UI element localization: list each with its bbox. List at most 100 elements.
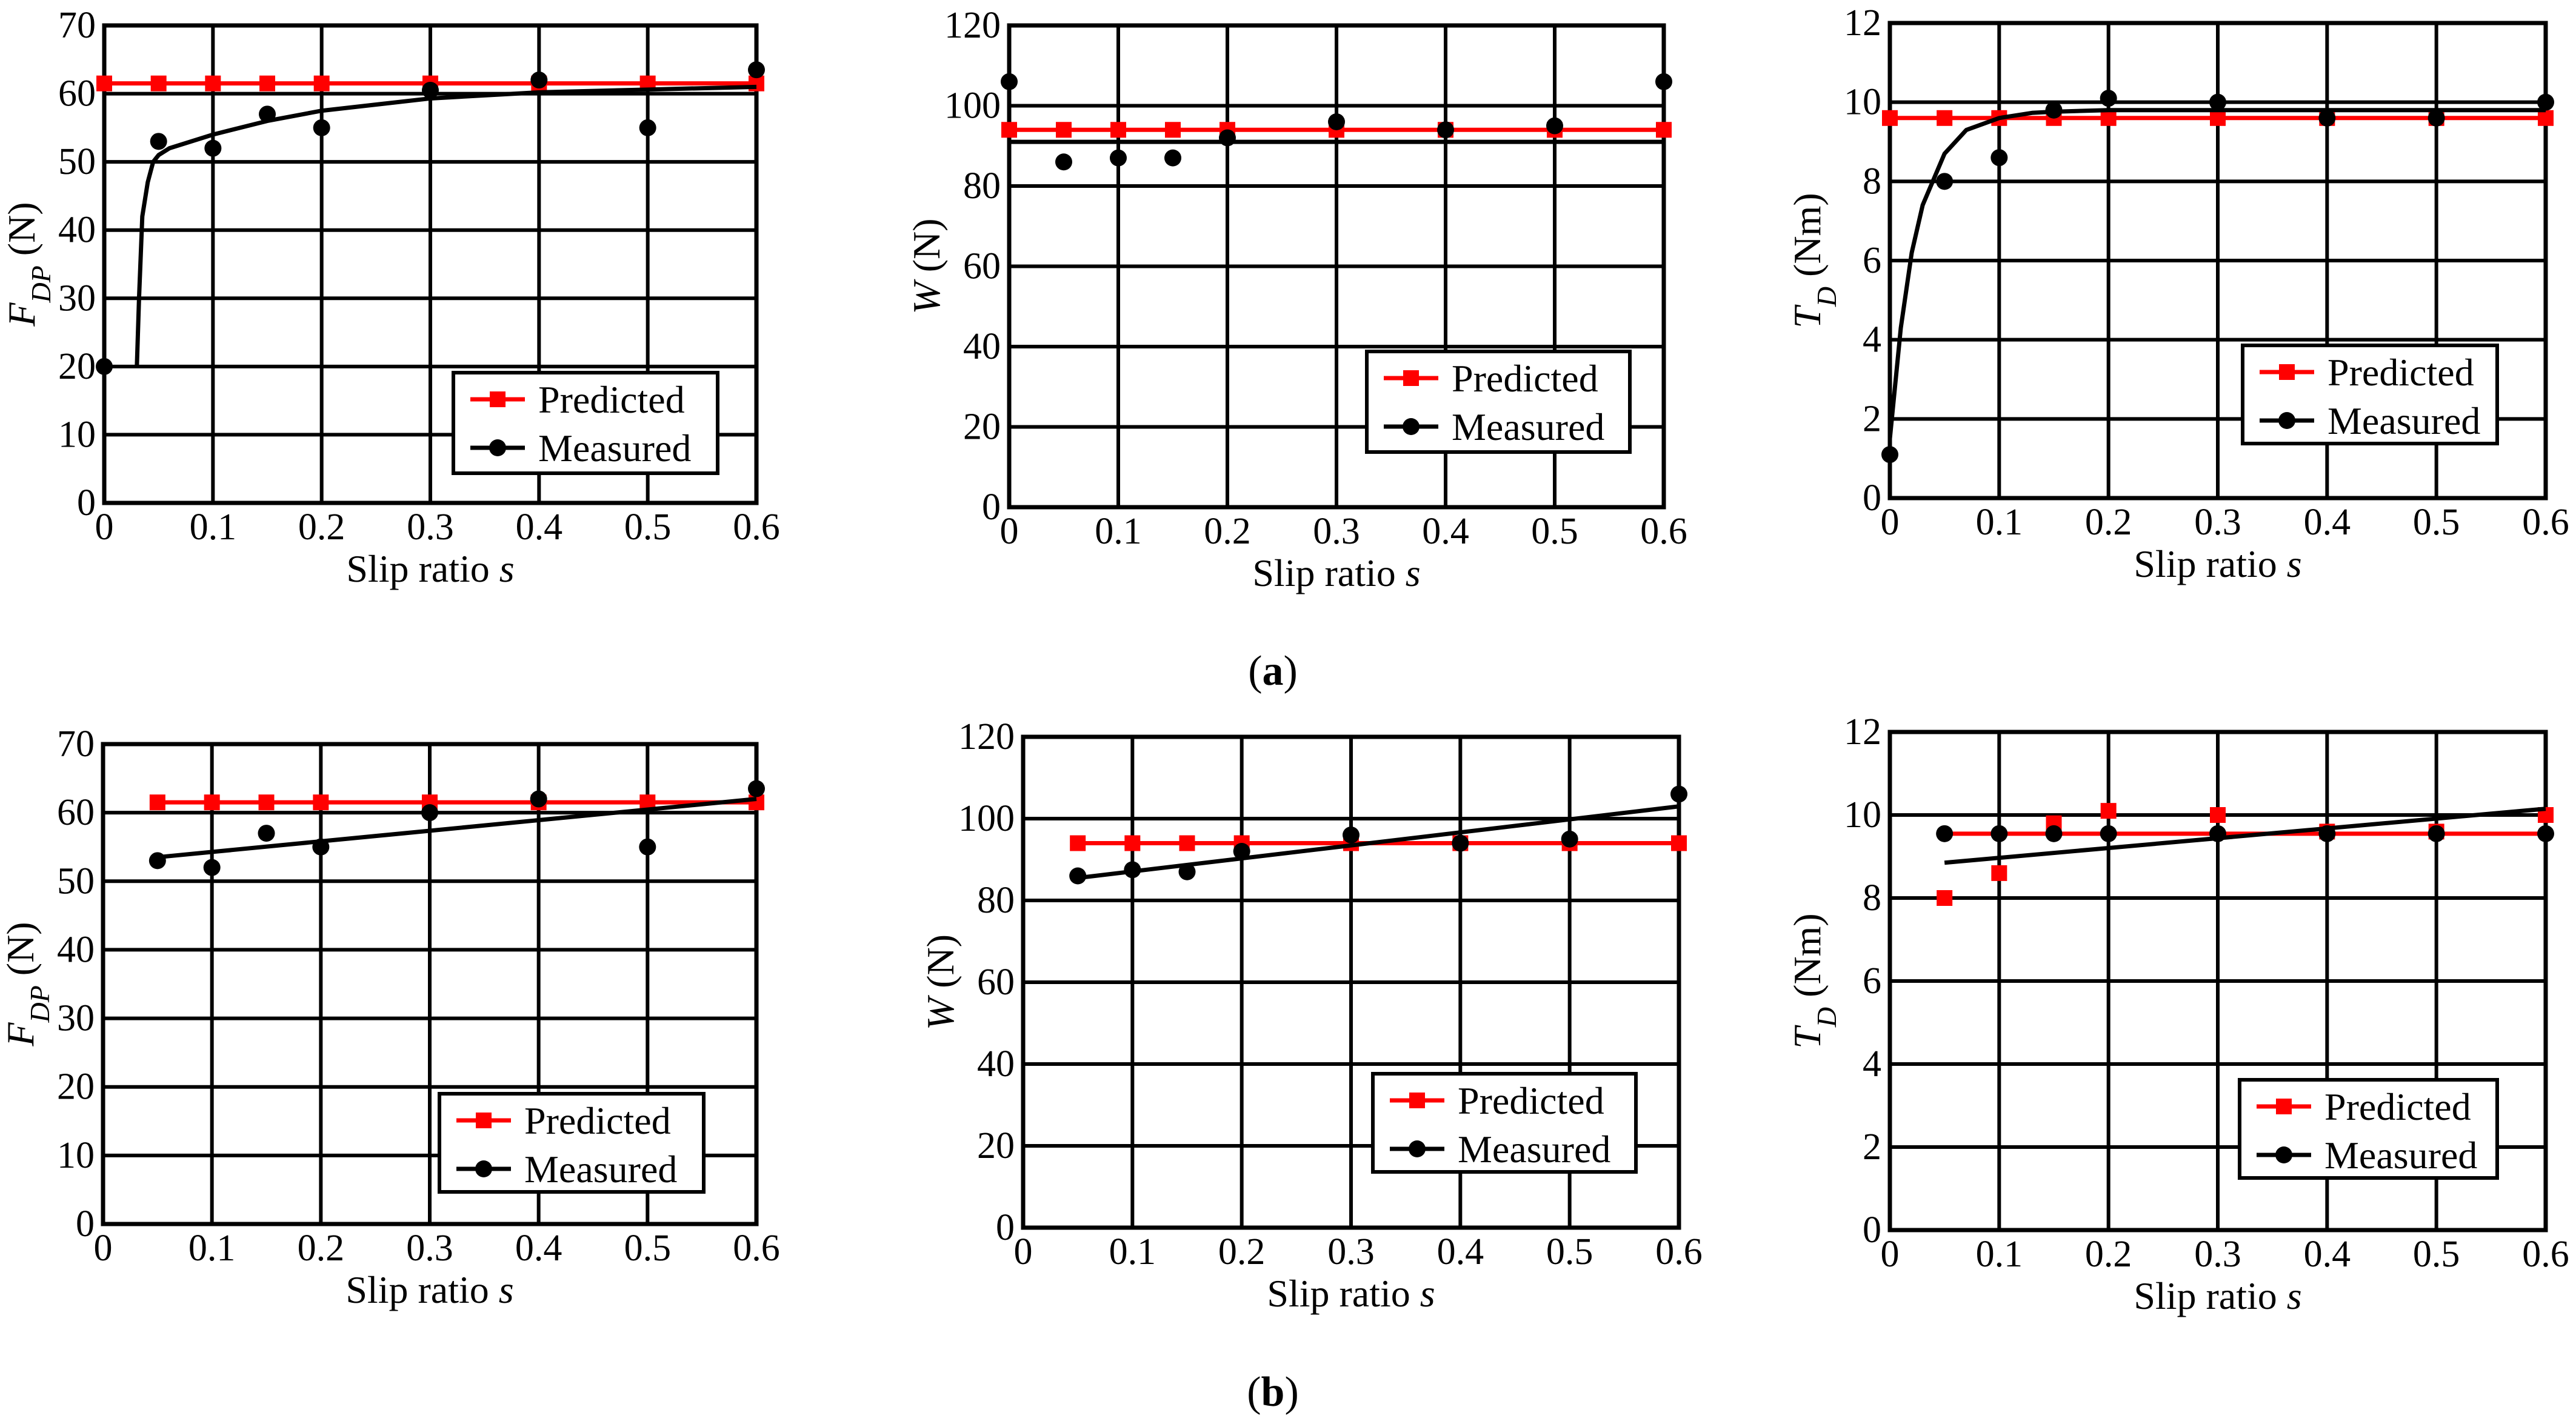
- measured-fit-line: [157, 797, 757, 860]
- y-axis-label: TD (Nm): [1786, 193, 1842, 328]
- plot-frame: [1021, 734, 1681, 1230]
- measured-point: [1110, 149, 1127, 167]
- x-tick-label: 0.3: [407, 507, 454, 548]
- x-tick-label: 0.5: [2413, 502, 2460, 543]
- legend-label: Measured: [524, 1148, 677, 1191]
- predicted-point: [205, 75, 221, 91]
- y-tick-label: 0: [1863, 477, 1881, 519]
- y-tick-label: 60: [57, 792, 95, 833]
- x-tick-label: 0.6: [1640, 511, 1687, 552]
- x-tick-label: 0.4: [2304, 502, 2351, 543]
- predicted-point: [1937, 890, 1953, 906]
- x-tick-label: 0.2: [1204, 511, 1251, 552]
- legend-label: Predicted: [1458, 1079, 1604, 1122]
- measured-point: [2537, 93, 2554, 111]
- x-tick-label: 0.3: [2194, 502, 2241, 543]
- x-tick-label: 0.4: [515, 1228, 562, 1269]
- measured-point: [2428, 109, 2445, 127]
- y-tick-label: 30: [58, 278, 96, 319]
- y-tick-label: 60: [58, 73, 96, 115]
- x-tick-label: 0.1: [189, 1228, 236, 1269]
- legend-marker-circle: [2275, 1146, 2292, 1163]
- x-tick-label: 0: [1014, 1231, 1033, 1272]
- plot-frame: [102, 23, 759, 505]
- legend-box: [1365, 350, 1632, 454]
- predicted-point: [1656, 122, 1672, 138]
- panel-label-b: (b): [1247, 1369, 1299, 1415]
- legend-label: Predicted: [2327, 351, 2474, 394]
- measured-point: [2318, 109, 2336, 127]
- legend: Predicted Measured: [438, 1092, 706, 1194]
- legend-marker-square: [1403, 370, 1419, 386]
- measured-point: [1990, 825, 2008, 842]
- y-axis-label: FDP (N): [0, 202, 56, 327]
- measured-point: [2428, 825, 2445, 842]
- y-tick-label: 20: [58, 346, 96, 387]
- x-tick-label: 0.5: [1546, 1231, 1593, 1272]
- measured-point: [1936, 173, 1954, 190]
- measured-point: [1164, 149, 1181, 167]
- y-tick-label: 2: [1863, 398, 1881, 439]
- chart-b3: 0 0.1 0.2 0.3 0.4 0.5 0.6 0 2 4 6 8 10 12 Slip ratio s…: [1786, 711, 2569, 1317]
- chart-a1: 0 0.1 0.2 0.3 0.4 0.5 0.6 0 10 20 30 40 50 60 70 Slip r…: [0, 5, 780, 590]
- measured-point: [530, 790, 547, 808]
- measured-point: [2100, 90, 2117, 107]
- legend: Predicted Measured: [2238, 1078, 2499, 1180]
- predicted-point: [1882, 110, 1898, 126]
- legend: Predicted Measured: [1371, 1072, 1638, 1174]
- legend-marker-circle: [489, 439, 506, 456]
- x-tick-label: 0: [94, 1228, 113, 1269]
- legend: Predicted Measured: [1365, 350, 1632, 454]
- measured-point: [1437, 121, 1454, 139]
- x-tick-label: 0.6: [1655, 1231, 1703, 1272]
- x-tick-label: 0.2: [2085, 1234, 2132, 1275]
- y-tick-label: 2: [1863, 1126, 1881, 1168]
- x-tick-label: 0.5: [624, 1228, 672, 1269]
- measured-point: [1343, 827, 1360, 843]
- x-tick-label: 0.2: [298, 507, 345, 548]
- x-tick-label: 0.4: [1422, 511, 1469, 552]
- legend-marker-square: [490, 391, 506, 407]
- y-tick-label: 40: [58, 210, 96, 251]
- y-tick-label: 100: [958, 798, 1015, 839]
- x-tick-label: 0.4: [1437, 1231, 1484, 1272]
- plot-frame: [1007, 23, 1666, 510]
- legend-marker-circle: [1403, 418, 1420, 435]
- measured-point: [96, 358, 113, 375]
- legend-label: Measured: [1452, 405, 1604, 448]
- y-tick-label: 10: [58, 414, 96, 455]
- x-tick-label: 0.3: [1327, 1231, 1375, 1272]
- y-tick-label: 80: [963, 165, 1001, 207]
- y-axis-label: FDP (N): [0, 922, 55, 1046]
- predicted-point: [2100, 110, 2117, 126]
- x-tick-label: 0.3: [406, 1228, 453, 1269]
- measured-point: [313, 119, 330, 136]
- measured-point: [1233, 843, 1250, 860]
- y-tick-label: 10: [1844, 82, 1881, 123]
- legend-label: Measured: [2327, 399, 2480, 442]
- measured-point: [1670, 785, 1687, 803]
- legend-label: Predicted: [2324, 1085, 2471, 1128]
- predicted-point: [258, 794, 275, 811]
- legend-marker-square: [2279, 364, 2295, 380]
- y-tick-label: 40: [57, 929, 95, 970]
- x-tick-label: 0.5: [624, 507, 672, 548]
- measured-point: [203, 859, 221, 876]
- x-tick-label: 0.4: [2304, 1234, 2351, 1275]
- measured-fit-line: [1944, 807, 2546, 865]
- x-tick-label: 0.1: [1095, 511, 1142, 552]
- measured-point: [421, 804, 438, 822]
- predicted-point: [2210, 807, 2226, 823]
- measured-point: [1546, 117, 1563, 135]
- legend-label: Predicted: [538, 378, 685, 421]
- y-tick-label: 8: [1863, 161, 1881, 202]
- predicted-point: [2538, 110, 2554, 126]
- y-tick-label: 12: [1844, 2, 1881, 44]
- x-tick-label: 0: [95, 507, 114, 548]
- predicted-point: [1937, 110, 1953, 126]
- measured-point: [422, 81, 439, 99]
- legend-label: Measured: [538, 427, 691, 470]
- measured-point: [258, 825, 275, 842]
- x-axis-label: Slip ratio s: [2134, 1274, 2301, 1317]
- measured-point: [748, 61, 765, 79]
